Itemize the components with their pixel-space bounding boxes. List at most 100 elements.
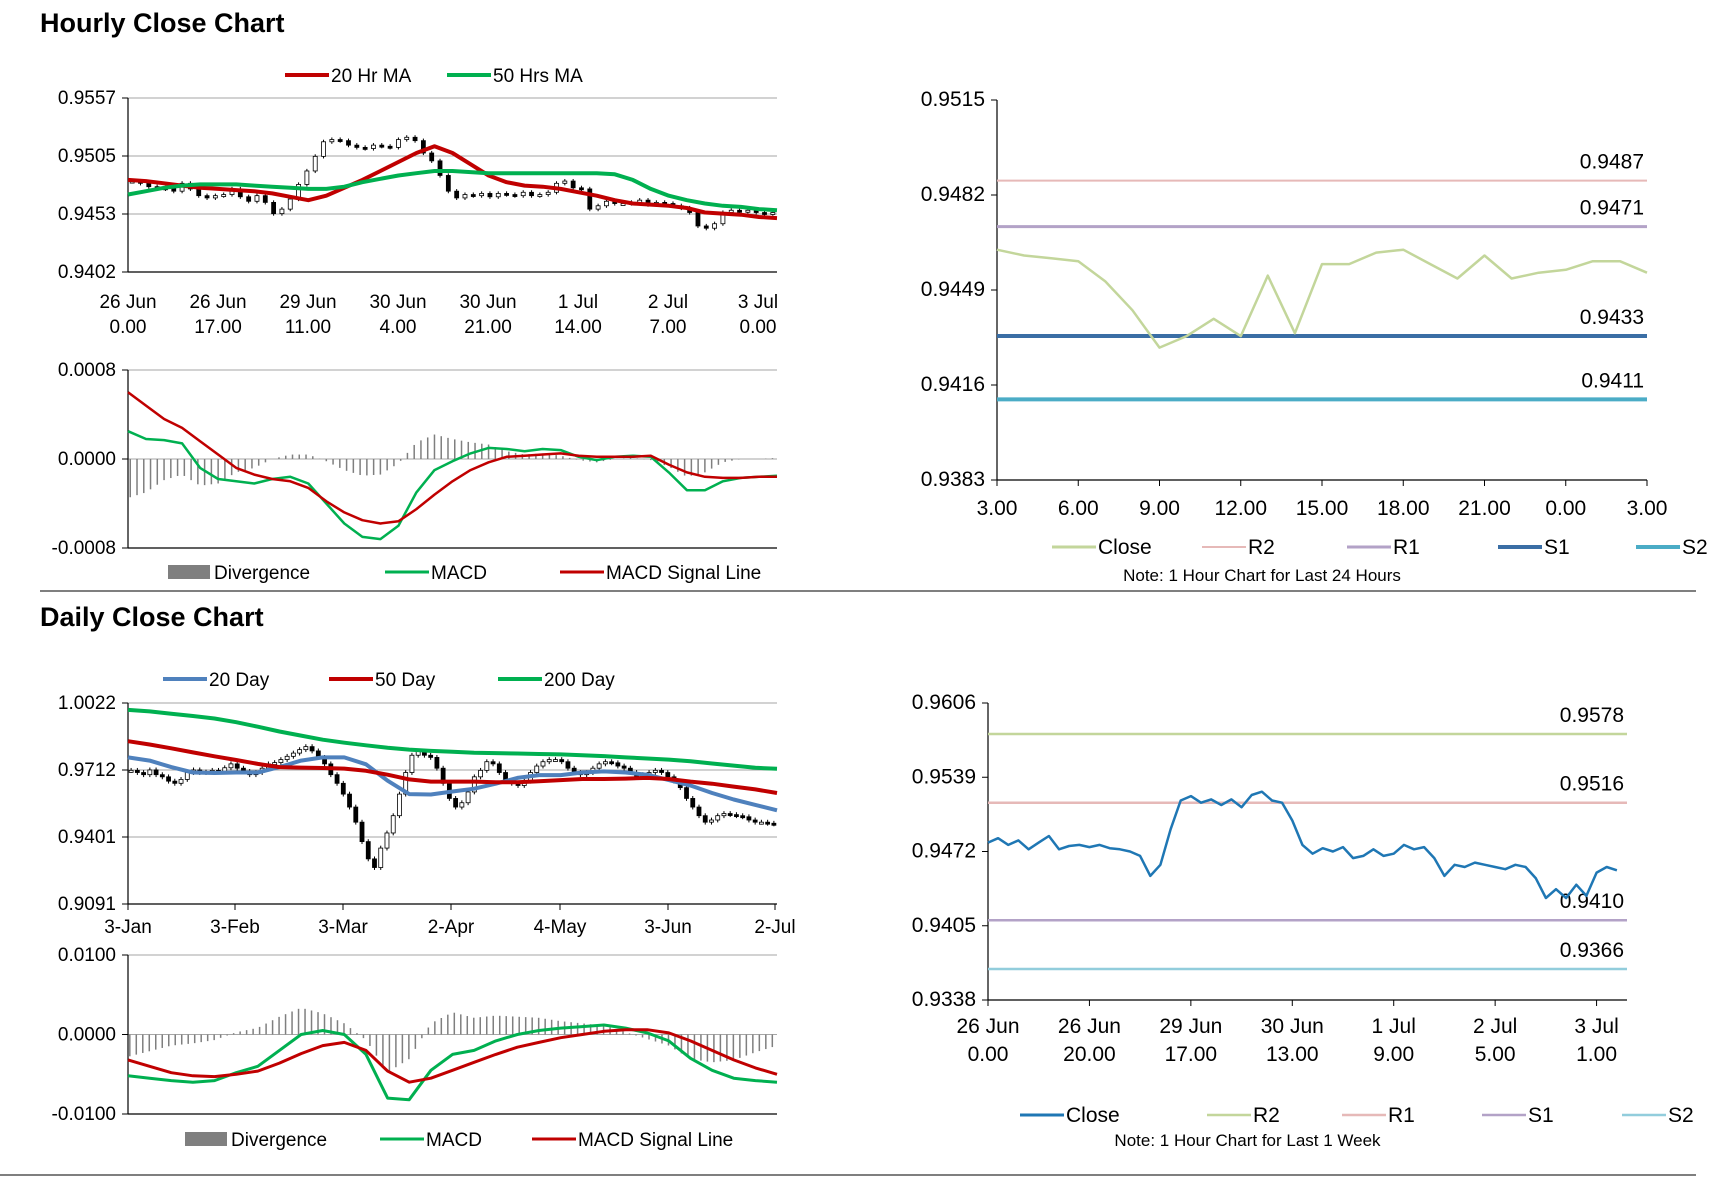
hprice-candle-body (329, 139, 335, 143)
hprice-candle-body (454, 190, 460, 199)
dprice-candle-body (702, 815, 708, 823)
dweek-xtick-time: 0.00 (968, 1043, 1009, 1066)
dprice-candle-body (609, 761, 615, 765)
dweek-xtick-date: 1 Jul (1372, 1015, 1416, 1038)
hprice-candle-body (362, 146, 368, 150)
hprice-candle-body (146, 182, 152, 188)
hprice-candle-body (579, 187, 584, 191)
hprice-candle-body (604, 200, 609, 207)
h24-ytick-label: 0.9449 (921, 278, 985, 301)
dprice-xtick-label: 2-Jul (754, 917, 795, 938)
hmacd-legend-macd-label: MACD (431, 563, 487, 584)
hmacd-ytick-label: -0.0008 (52, 538, 116, 559)
dprice-candle-body (347, 793, 352, 808)
dprice-legend-50day-label: 50 Day (375, 670, 436, 691)
dprice-candle-body (340, 782, 346, 795)
dprice-xtick-label: 3-Jun (644, 917, 692, 938)
hprice-ytick-label: 0.9505 (58, 146, 116, 167)
hprice-candle-body (570, 180, 576, 189)
dweek-ytick-label: 0.9338 (912, 988, 976, 1011)
hprice-candle-body (212, 195, 218, 199)
dprice-candle-body (665, 772, 671, 778)
dweek-ytick-label: 0.9405 (912, 914, 976, 937)
dprice-candle-body (534, 765, 540, 773)
dprice-candle-body (147, 769, 153, 776)
dprice-candle-body (303, 746, 309, 751)
dprice-candle-body (159, 774, 165, 778)
hprice-xtick-date: 26 Jun (99, 292, 156, 313)
hprice-candle-body (287, 198, 293, 210)
dprice-ytick-label: 0.9091 (58, 894, 116, 915)
dweek-legend-r2-label: R2 (1253, 1104, 1280, 1127)
dprice-candle-body (652, 769, 658, 773)
dweek-legend-s1-label: S1 (1528, 1104, 1554, 1127)
dprice-candle-body (727, 813, 733, 816)
dprice-candle-body (428, 754, 434, 758)
h24-xtick-label: 9.00 (1139, 497, 1180, 520)
hprice-xtick-date: 1 Jul (558, 292, 598, 313)
dprice-candle-body (540, 761, 546, 767)
dprice-candle-body (409, 754, 415, 773)
hmacd-ytick-label: 0.0000 (58, 449, 116, 470)
hprice-xtick-time: 17.00 (194, 317, 242, 338)
hprice-xtick-date: 3 Jul (738, 292, 778, 313)
dprice-candle-body (166, 776, 171, 782)
h24-ytick-label: 0.9383 (921, 468, 985, 491)
dweek-xtick-date: 30 Jun (1261, 1015, 1324, 1038)
dprice-candle-body (434, 757, 440, 769)
dweek-xtick-time: 5.00 (1475, 1043, 1516, 1066)
hprice-legend-ma20-label: 20 Hr MA (331, 66, 412, 87)
dprice-candle-body (228, 763, 234, 769)
dprice-candle-body (134, 769, 140, 773)
h24-ytick-label: 0.9416 (921, 373, 985, 396)
dprice-candle-body (290, 752, 296, 757)
dprice-candle-body (546, 759, 552, 763)
dprice-series-200-day (127, 707, 778, 771)
dweek-level-label-r1: 0.9516 (1560, 773, 1624, 796)
dmacd-legend-divergence-swatch (185, 1132, 227, 1146)
hprice-xtick-date: 29 Jun (279, 292, 336, 313)
dprice-candle-body (234, 763, 240, 769)
h24-xtick-label: 18.00 (1377, 497, 1430, 520)
dweek-xtick-time: 9.00 (1373, 1043, 1414, 1066)
hprice-candle-body (512, 194, 518, 197)
hprice-candle-body (595, 205, 601, 210)
h24-legend-s2-label: S2 (1682, 536, 1708, 559)
dprice-candle-body (365, 841, 371, 860)
dweek-xtick-date: 29 Jun (1159, 1015, 1222, 1038)
dprice-candle-body (372, 858, 377, 868)
dmacd-ytick-label: 0.0000 (58, 1025, 116, 1046)
hprice-xtick-time: 4.00 (380, 317, 417, 338)
dprice-candle-body (709, 819, 714, 823)
dprice-candle-body (471, 776, 477, 793)
h24-xtick-label: 3.00 (977, 497, 1018, 520)
dprice-candle-body (278, 759, 284, 763)
hprice-candle-body (479, 193, 485, 197)
hprice-candle-body (770, 212, 776, 215)
dprice-candle-body (715, 815, 721, 821)
dmacd-series-macd (127, 1023, 778, 1102)
hprice-candle-body (254, 195, 260, 202)
dprice-xtick-label: 3-Jan (104, 917, 152, 938)
hprice-xtick-date: 30 Jun (369, 292, 426, 313)
dweek-legend-r1-label: R1 (1388, 1104, 1415, 1127)
dmacd-legend-divergence-label: Divergence (231, 1130, 327, 1151)
dmacd-legend-macd-label: MACD (426, 1130, 482, 1151)
hprice-candle-body (412, 136, 418, 142)
hprice-candle-body (562, 180, 568, 184)
hprice-candle-body (703, 225, 709, 229)
hprice-xtick-time: 0.00 (740, 317, 777, 338)
hprice-candle-body (437, 160, 443, 176)
dprice-candle-body (734, 814, 739, 818)
daily-section-title: Daily Close Chart (40, 602, 264, 632)
hprice-candle-body (695, 212, 701, 227)
dweek-xtick-time: 1.00 (1576, 1043, 1617, 1066)
hmacd-legend-divergence-swatch (168, 565, 210, 579)
h24-level-label-s1: 0.9433 (1580, 306, 1644, 329)
dprice-candle-body (459, 802, 465, 808)
hprice-candle-body (379, 144, 385, 148)
hprice-candle-body (487, 193, 493, 198)
hmacd-ytick-label: 0.0008 (58, 360, 116, 381)
h24-level-label-r2: 0.9487 (1580, 151, 1644, 174)
